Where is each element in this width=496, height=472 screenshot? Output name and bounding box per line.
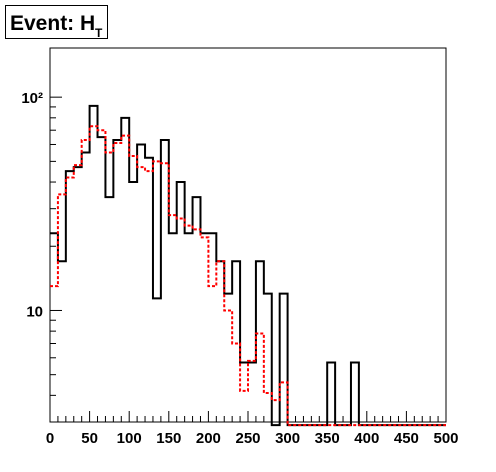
x-tick-label: 300 xyxy=(275,430,300,447)
x-tick-label: 200 xyxy=(196,430,221,447)
title-box: Event: H T xyxy=(5,5,108,40)
x-tick-label: 0 xyxy=(46,430,54,447)
x-tick-label: 250 xyxy=(235,430,260,447)
x-tick-label: 100 xyxy=(117,430,142,447)
tick-labels: 0 50 100 150 200 250 300 350 400 450 500 10 10² xyxy=(21,90,458,447)
series-layer xyxy=(50,104,446,427)
y-tick-label: 10² xyxy=(21,90,43,107)
x-tick-label: 450 xyxy=(394,430,419,447)
x-tick-label: 50 xyxy=(81,430,98,447)
series-line xyxy=(50,125,446,427)
x-tick-label: 500 xyxy=(433,430,458,447)
y-tick-label: 10 xyxy=(26,303,43,320)
x-tick-label: 400 xyxy=(354,430,379,447)
chart-title-subscript: T xyxy=(95,26,103,40)
series-line xyxy=(50,104,446,427)
x-tick-label: 150 xyxy=(156,430,181,447)
chart-title: Event: H xyxy=(10,12,96,35)
x-tick-label: 350 xyxy=(315,430,340,447)
